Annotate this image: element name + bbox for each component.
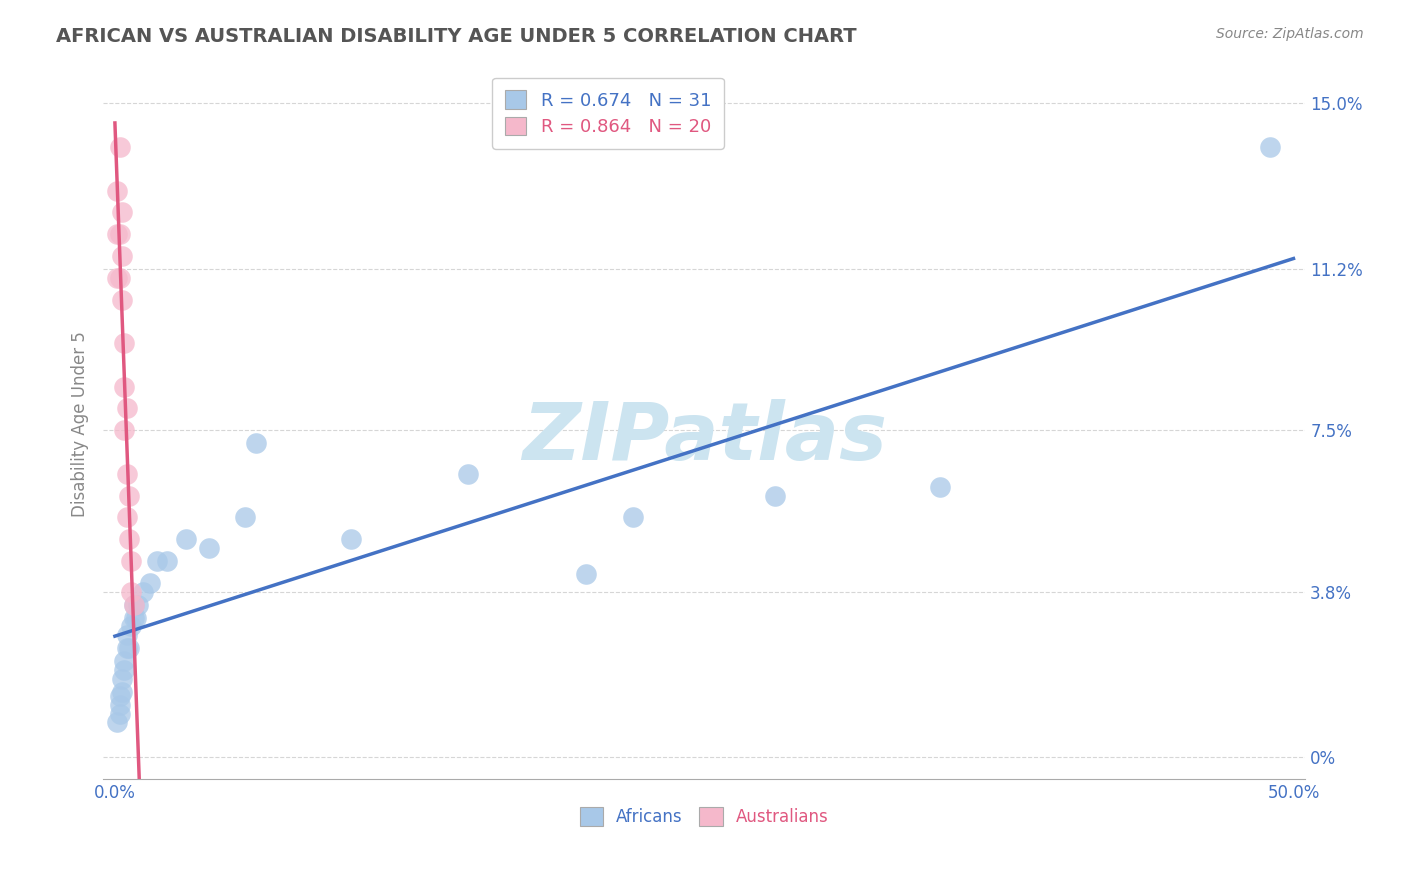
Point [108, 689, 131, 703]
Point [105, 715, 128, 730]
Point [112, 423, 135, 437]
Point [245, 436, 267, 450]
Point [198, 541, 221, 555]
Legend: Africans, Australians: Africans, Australians [571, 798, 837, 835]
Point [120, 619, 142, 633]
Point [115, 401, 138, 416]
Point [118, 532, 141, 546]
Point [108, 698, 131, 712]
Point [174, 532, 197, 546]
Text: Source: ZipAtlas.com: Source: ZipAtlas.com [1216, 27, 1364, 41]
Point [122, 598, 145, 612]
Point [111, 685, 134, 699]
Y-axis label: Disability Age Under 5: Disability Age Under 5 [72, 331, 89, 516]
Point [115, 641, 138, 656]
Point [111, 672, 134, 686]
Point [111, 205, 134, 219]
Point [105, 227, 128, 241]
Point [623, 510, 645, 524]
Point [111, 249, 134, 263]
Point [763, 489, 786, 503]
Point [115, 510, 138, 524]
Point [115, 467, 138, 481]
Point [125, 610, 148, 624]
Point [118, 641, 141, 656]
Point [112, 663, 135, 677]
Point [457, 467, 479, 481]
Point [139, 575, 162, 590]
Point [122, 610, 145, 624]
Point [105, 270, 128, 285]
Point [120, 554, 142, 568]
Point [127, 598, 149, 612]
Point [108, 270, 131, 285]
Point [339, 532, 361, 546]
Point [108, 706, 131, 721]
Point [1258, 140, 1281, 154]
Point [132, 584, 155, 599]
Point [108, 227, 131, 241]
Point [929, 480, 952, 494]
Point [115, 628, 138, 642]
Point [112, 379, 135, 393]
Point [112, 654, 135, 668]
Point [575, 567, 598, 582]
Point [122, 598, 145, 612]
Point [146, 554, 169, 568]
Point [120, 584, 142, 599]
Point [233, 510, 256, 524]
Point [118, 489, 141, 503]
Point [111, 293, 134, 307]
Text: AFRICAN VS AUSTRALIAN DISABILITY AGE UNDER 5 CORRELATION CHART: AFRICAN VS AUSTRALIAN DISABILITY AGE UND… [56, 27, 856, 45]
Point [105, 184, 128, 198]
Text: ZIPatlas: ZIPatlas [522, 399, 887, 477]
Point [108, 140, 131, 154]
Point [112, 336, 135, 351]
Point [156, 554, 179, 568]
